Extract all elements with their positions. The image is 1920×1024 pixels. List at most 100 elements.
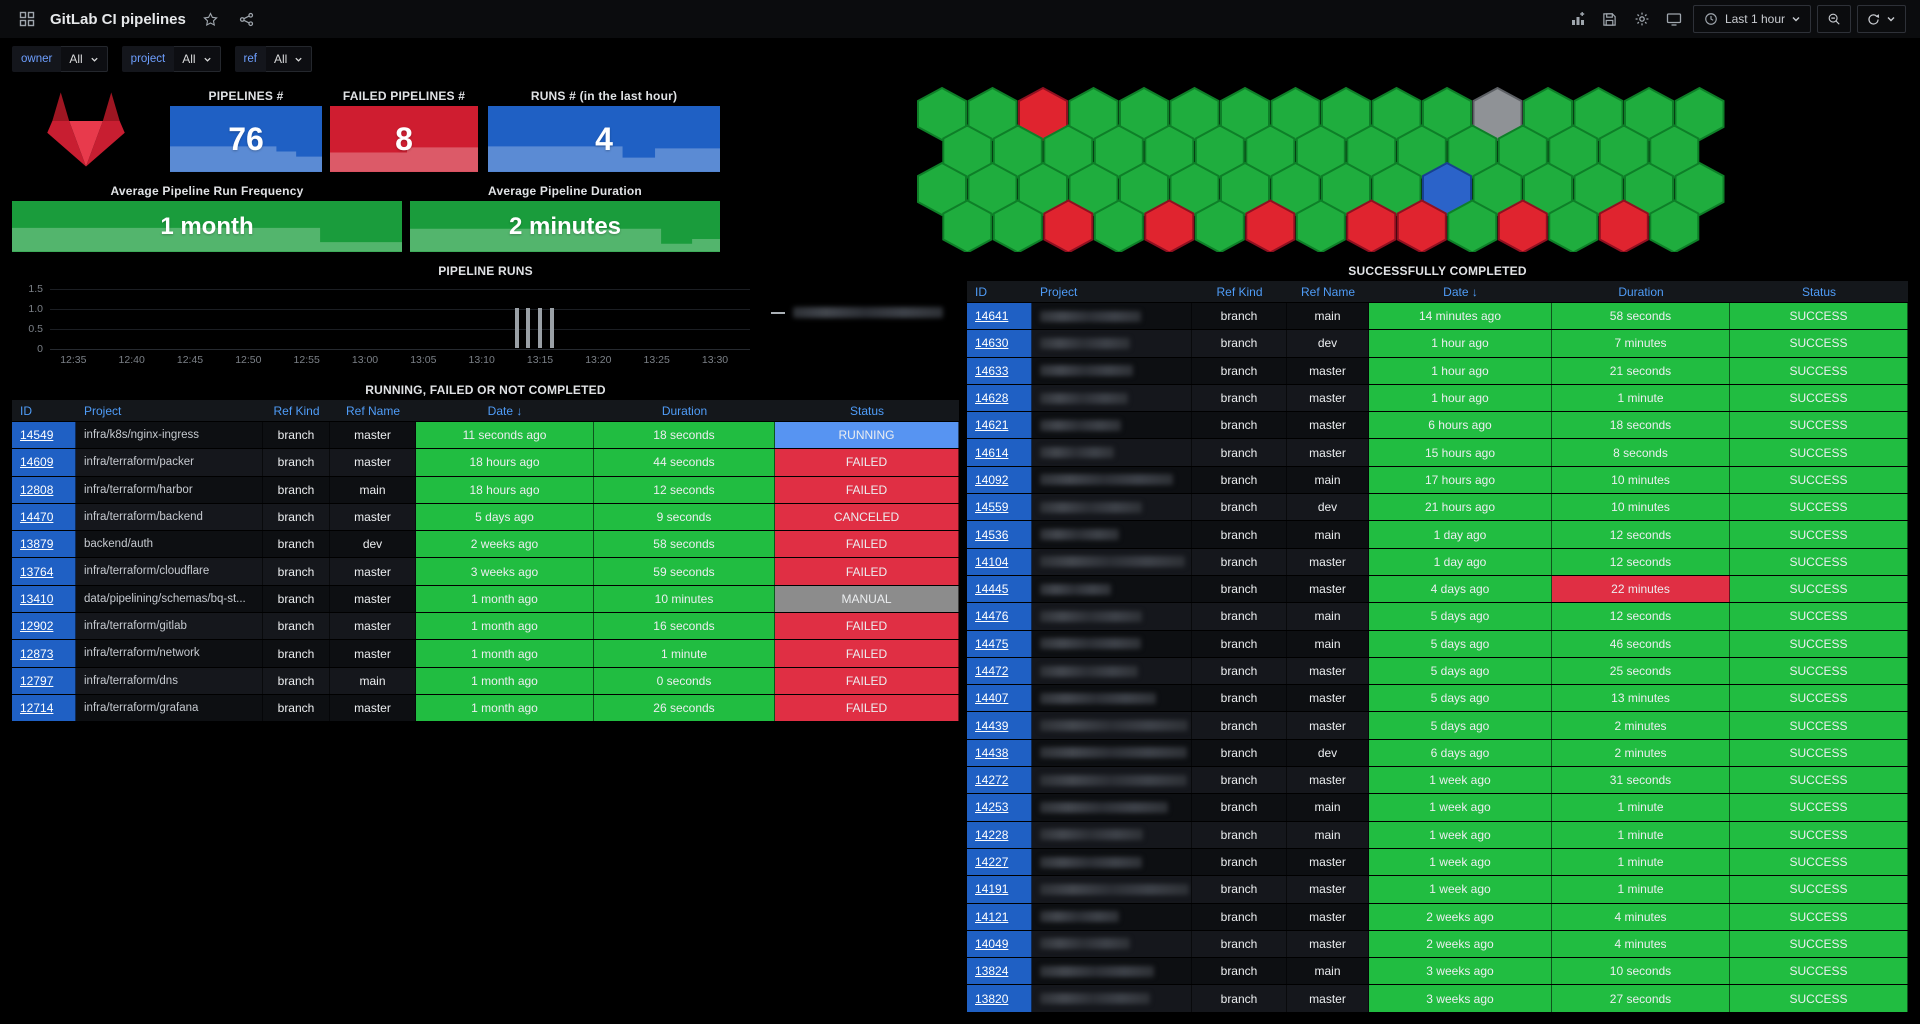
hex-project-cell[interactable]	[1674, 86, 1725, 142]
pipeline-id-link[interactable]: 14049	[975, 936, 1009, 951]
panel-title[interactable]: RUNNING, FAILED OR NOT COMPLETED	[365, 383, 606, 397]
hex-project-cell[interactable]	[992, 199, 1043, 253]
hex-project-cell[interactable]	[1649, 124, 1700, 179]
hex-project-cell[interactable]	[1472, 86, 1523, 142]
hex-project-cell[interactable]	[1422, 86, 1472, 142]
hex-project-cell[interactable]	[1548, 199, 1599, 253]
column-header-date[interactable]: Date ↓	[487, 403, 523, 418]
filter-project-dropdown[interactable]: All	[174, 46, 221, 72]
pipeline-id-link[interactable]: 12808	[20, 482, 54, 497]
hex-project-cell[interactable]	[1371, 86, 1422, 142]
pipeline-id-link[interactable]: 14228	[975, 827, 1009, 842]
pipeline-id-link[interactable]: 13879	[20, 537, 54, 552]
pipeline-id-link[interactable]: 14609	[20, 455, 54, 470]
column-header-ref_kind[interactable]: Ref Kind	[1216, 284, 1263, 299]
hex-project-cell[interactable]	[1523, 86, 1573, 142]
pipeline-id-link[interactable]: 14633	[975, 363, 1009, 378]
hex-project-cell[interactable]	[1220, 86, 1270, 142]
refresh-button[interactable]	[1857, 5, 1906, 33]
panel-title[interactable]: Average Pipeline Run Frequency	[110, 184, 304, 198]
save-dashboard-icon[interactable]	[1597, 6, 1623, 32]
panel-title[interactable]: Average Pipeline Duration	[488, 184, 642, 198]
panel-title[interactable]: FAILED PIPELINES #	[342, 89, 466, 103]
filter-owner-dropdown[interactable]: All	[61, 46, 108, 72]
column-header-ref_name[interactable]: Ref Name	[1300, 284, 1356, 299]
pipeline-id-link[interactable]: 14476	[975, 609, 1009, 624]
hex-project-cell[interactable]	[1649, 199, 1700, 253]
hex-project-cell[interactable]	[1295, 199, 1346, 253]
hex-project-cell[interactable]	[1624, 161, 1674, 217]
hex-project-cell[interactable]	[1068, 86, 1119, 142]
pipeline-id-link[interactable]: 14253	[975, 800, 1009, 815]
column-header-id[interactable]: ID	[20, 403, 32, 418]
hex-project-cell[interactable]	[1245, 124, 1296, 179]
pipeline-id-link[interactable]: 13824	[975, 964, 1009, 979]
hex-project-cell[interactable]	[1396, 124, 1447, 179]
hex-project-cell[interactable]	[1598, 124, 1649, 179]
hex-project-cell[interactable]	[1270, 161, 1321, 217]
time-range-picker[interactable]: Last 1 hour	[1692, 5, 1811, 33]
hex-project-cell[interactable]	[1422, 161, 1472, 217]
add-panel-icon[interactable]	[1565, 6, 1591, 32]
column-header-status[interactable]: Status	[849, 403, 885, 418]
hex-project-cell[interactable]	[1144, 199, 1195, 253]
hex-project-cell[interactable]	[1245, 199, 1296, 253]
hex-project-cell[interactable]	[967, 161, 1018, 217]
hex-project-cell[interactable]	[1497, 199, 1548, 253]
hex-project-cell[interactable]	[1573, 86, 1624, 142]
column-header-project[interactable]: Project	[1040, 284, 1078, 299]
share-icon[interactable]	[234, 6, 260, 32]
panel-title[interactable]: PIPELINE RUNS	[438, 264, 533, 278]
hex-project-cell[interactable]	[1447, 124, 1498, 179]
pipeline-id-link[interactable]: 14092	[975, 472, 1009, 487]
hex-project-cell[interactable]	[1295, 124, 1346, 179]
pipeline-id-link[interactable]: 14227	[975, 855, 1009, 870]
pipeline-id-link[interactable]: 14549	[20, 428, 54, 443]
pipeline-id-link[interactable]: 14272	[975, 773, 1009, 788]
hex-project-cell[interactable]	[1447, 199, 1498, 253]
hex-project-cell[interactable]	[1472, 161, 1523, 217]
hex-project-cell[interactable]	[1144, 124, 1195, 179]
hex-project-cell[interactable]	[1119, 161, 1169, 217]
pipeline-id-link[interactable]: 14438	[975, 745, 1009, 760]
hex-project-cell[interactable]	[1573, 161, 1624, 217]
hex-project-cell[interactable]	[992, 124, 1043, 179]
hex-project-cell[interactable]	[1018, 161, 1068, 217]
hex-project-cell[interactable]	[1068, 161, 1119, 217]
pipeline-id-link[interactable]: 14475	[975, 636, 1009, 651]
hex-project-cell[interactable]	[917, 161, 967, 217]
filter-ref-dropdown[interactable]: All	[265, 46, 313, 72]
hex-project-cell[interactable]	[917, 86, 967, 142]
pipeline-id-link[interactable]: 14439	[975, 718, 1009, 733]
hex-project-cell[interactable]	[1346, 199, 1397, 253]
column-header-date[interactable]: Date ↓	[1443, 284, 1478, 299]
hex-project-cell[interactable]	[1396, 199, 1447, 253]
pipeline-id-link[interactable]: 14621	[975, 418, 1009, 433]
hex-project-cell[interactable]	[1093, 124, 1144, 179]
column-header-id[interactable]: ID	[975, 284, 987, 299]
hex-project-cell[interactable]	[1523, 161, 1573, 217]
hex-project-cell[interactable]	[942, 124, 993, 179]
hex-project-cell[interactable]	[1548, 124, 1599, 179]
pipeline-id-link[interactable]: 13410	[20, 591, 54, 606]
pipeline-id-link[interactable]: 12797	[20, 673, 54, 688]
pipeline-id-link[interactable]: 14407	[975, 691, 1009, 706]
hex-project-cell[interactable]	[1194, 199, 1245, 253]
pipeline-id-link[interactable]: 14536	[975, 527, 1009, 542]
hex-project-cell[interactable]	[1270, 86, 1321, 142]
hex-project-cell[interactable]	[1598, 199, 1649, 253]
column-header-ref_kind[interactable]: Ref Kind	[273, 403, 320, 418]
column-header-ref_name[interactable]: Ref Name	[345, 403, 401, 418]
pipeline-id-link[interactable]: 14104	[975, 554, 1009, 569]
column-header-project[interactable]: Project	[84, 403, 122, 418]
pipeline-id-link[interactable]: 14628	[975, 391, 1009, 406]
hex-project-cell[interactable]	[1497, 124, 1548, 179]
pipeline-id-link[interactable]: 14630	[975, 336, 1009, 351]
hex-project-cell[interactable]	[1194, 124, 1245, 179]
column-header-status[interactable]: Status	[1801, 284, 1837, 299]
hex-project-cell[interactable]	[1169, 86, 1220, 142]
pipeline-id-link[interactable]: 14445	[975, 582, 1009, 597]
pipeline-id-link[interactable]: 12902	[20, 619, 54, 634]
hex-project-cell[interactable]	[1346, 124, 1397, 179]
pipeline-id-link[interactable]: 14121	[975, 909, 1009, 924]
